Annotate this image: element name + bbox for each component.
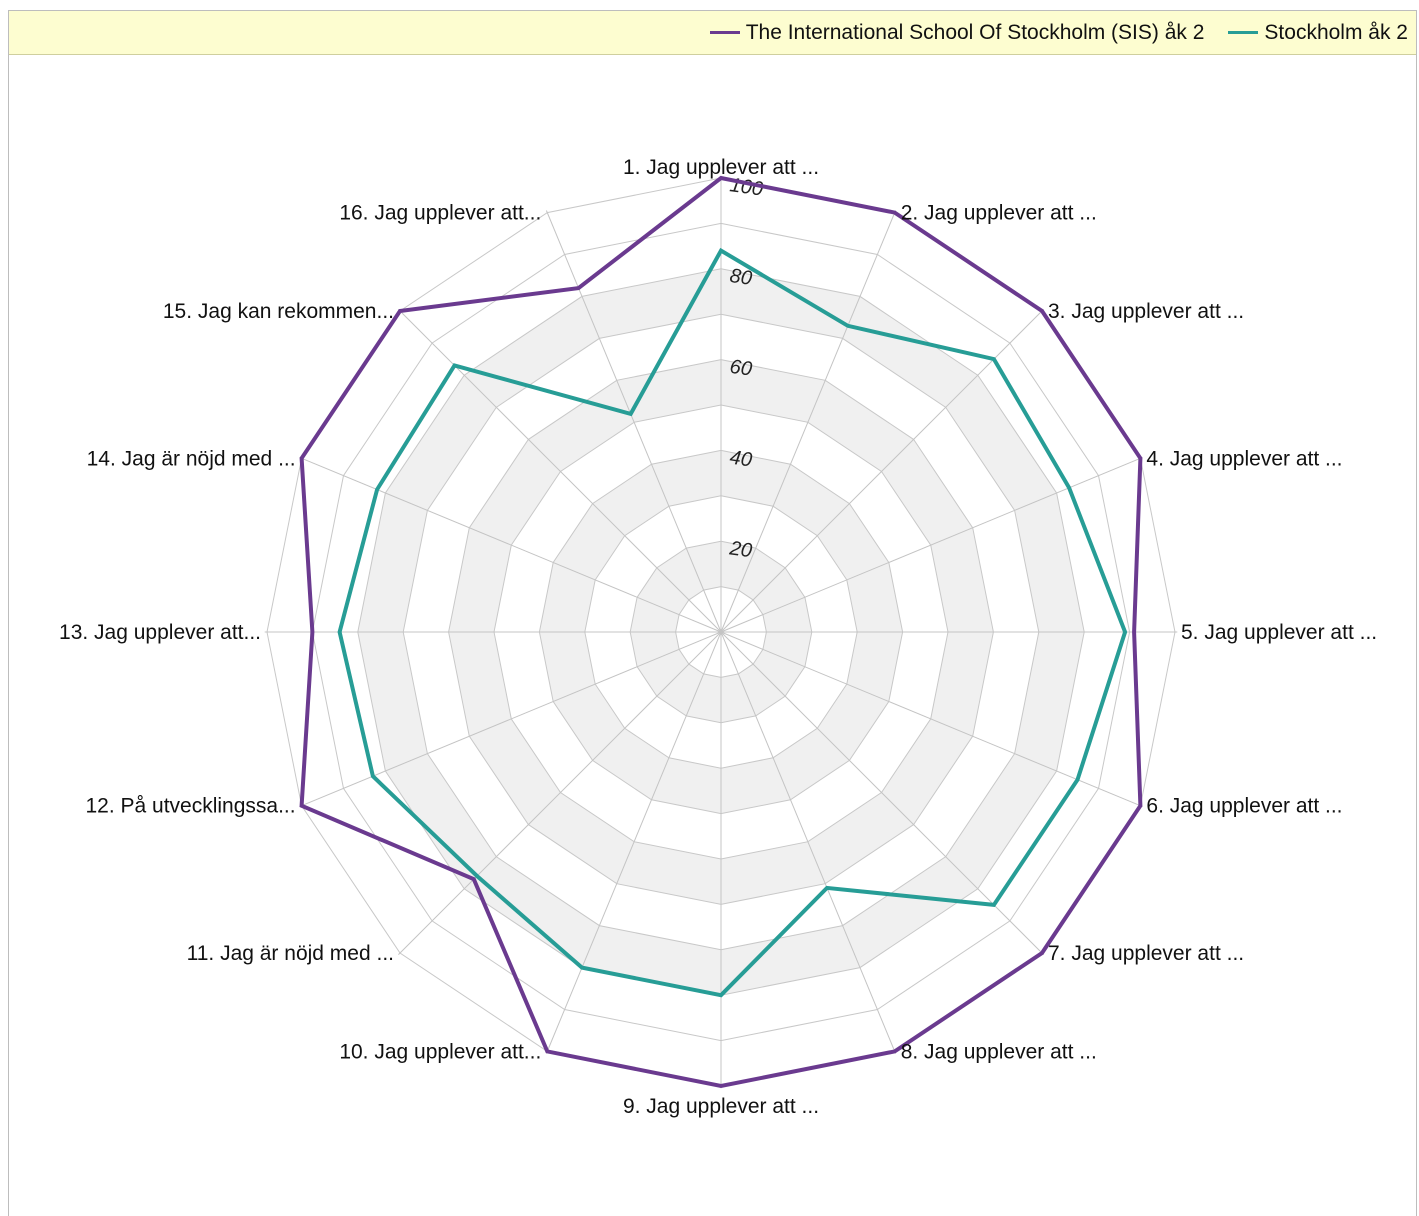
series-1-point-12 (300, 804, 304, 808)
series-1-point-8 (893, 1049, 897, 1053)
r-tick-label-60: 60 (728, 356, 753, 381)
series-2-point-13 (338, 630, 342, 634)
series-1-point-15 (398, 309, 402, 313)
legend-swatch-series-2 (1228, 31, 1259, 34)
series-2-point-15 (453, 364, 456, 367)
category-label-5: 5. Jag upplever att ... (1181, 621, 1377, 644)
series-2-point-6 (1076, 778, 1079, 782)
r-tick-label-20: 20 (727, 537, 753, 562)
category-label-6: 6. Jag upplever att ... (1146, 795, 1342, 818)
series-1-point-13 (310, 630, 314, 634)
legend-label-series-2: Stockholm åk 2 (1264, 20, 1408, 44)
spoke-16 (545, 210, 722, 633)
legend-swatch-series-1 (709, 31, 740, 34)
category-label-4: 4. Jag upplever att ... (1146, 447, 1342, 470)
series-2-point-1 (719, 249, 723, 253)
spoke-12 (299, 631, 722, 808)
spoke-2 (720, 210, 897, 633)
series-1-point-16 (577, 286, 580, 290)
spoke-7 (720, 631, 1044, 955)
series-2-point-4 (1067, 486, 1071, 490)
category-label-1: 1. Jag upplever att ... (623, 156, 819, 179)
category-label-2: 2. Jag upplever att ... (901, 202, 1097, 225)
series-1-point-5 (1132, 630, 1136, 634)
series-2-point-11 (475, 874, 479, 878)
series-2-point-9 (719, 993, 723, 997)
series-1-point-9 (719, 1084, 723, 1088)
series-1-point-1 (719, 176, 723, 180)
category-label-14: 14. Jag är nöjd med ... (87, 447, 296, 470)
spoke-11 (398, 631, 722, 955)
series-2-point-14 (375, 488, 379, 491)
legend-item-series-2[interactable]: Stockholm åk 2 (1228, 21, 1408, 45)
spoke-4 (720, 456, 1143, 633)
series-1-point-7 (1040, 951, 1044, 955)
category-label-7: 7. Jag upplever att ... (1048, 942, 1244, 965)
legend-label-series-1: The International School Of Stockholm (S… (745, 20, 1205, 44)
series-1-point-2 (893, 211, 897, 215)
category-label-3: 3. Jag upplever att ... (1048, 300, 1244, 323)
spoke-8 (720, 631, 897, 1054)
series-2-point-12 (371, 774, 375, 778)
series-1-point-6 (1138, 804, 1142, 808)
series-1-point-3 (1040, 309, 1044, 313)
spoke-3 (720, 309, 1044, 633)
category-label-12: 12. På utvecklingssa... (85, 795, 295, 818)
series-1-point-11 (472, 877, 476, 881)
series-1-point-4 (1138, 456, 1142, 460)
category-label-11: 11. Jag är nöjd med ... (187, 942, 394, 965)
series-2-point-3 (992, 357, 996, 361)
r-tick-label-40: 40 (728, 447, 753, 472)
legend-item-series-1[interactable]: The International School Of Stockholm (S… (709, 20, 1205, 45)
spoke-15 (398, 309, 722, 633)
legend: The International School Of Stockholm (S… (9, 11, 1416, 55)
category-label-15: 15. Jag kan rekommen... (163, 300, 394, 323)
series-2-point-16 (629, 412, 633, 416)
spoke-14 (299, 456, 722, 633)
series-2-point-5 (1123, 630, 1127, 634)
series-2-point-7 (992, 903, 996, 907)
category-label-10: 10. Jag upplever att... (339, 1040, 541, 1063)
series-1-point-14 (300, 456, 304, 460)
series-2-point-2 (846, 324, 850, 328)
spoke-6 (720, 631, 1143, 808)
category-label-8: 8. Jag upplever att ... (901, 1040, 1097, 1063)
spoke-10 (545, 631, 722, 1054)
series-1-point-10 (545, 1049, 549, 1053)
series-2-point-10 (580, 966, 584, 970)
category-label-16: 16. Jag upplever att... (339, 202, 541, 225)
category-label-13: 13. Jag upplever att... (59, 621, 261, 644)
series-2-point-8 (825, 886, 829, 890)
category-label-9: 9. Jag upplever att ... (623, 1095, 819, 1118)
